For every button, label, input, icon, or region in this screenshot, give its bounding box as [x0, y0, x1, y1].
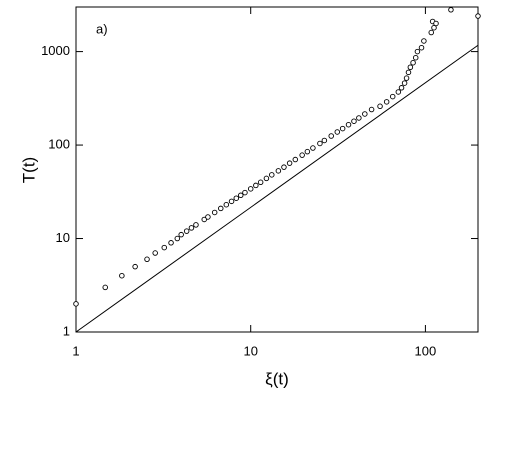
- data-point: [218, 205, 224, 212]
- data-point: [263, 175, 270, 182]
- data-point: [356, 115, 362, 121]
- data-point: [233, 195, 240, 201]
- data-point: [431, 24, 437, 31]
- data-point: [389, 93, 396, 100]
- data-point: [401, 80, 408, 86]
- data-point: [237, 192, 244, 199]
- data-point: [351, 118, 357, 124]
- data-point: [269, 172, 275, 178]
- data-point: [205, 214, 211, 220]
- data-point: [433, 20, 439, 27]
- data-point: [174, 235, 181, 242]
- data-point: [407, 64, 414, 71]
- data-point: [339, 125, 346, 132]
- data-point: [345, 121, 352, 128]
- data-point: [328, 133, 334, 139]
- plot-frame: [75, 6, 479, 333]
- data-point: [144, 256, 150, 263]
- data-point: [317, 140, 323, 147]
- data-point: [475, 13, 481, 19]
- x-tick-label: 10: [243, 343, 257, 358]
- x-tick-label: 1: [72, 343, 79, 358]
- data-point: [275, 168, 282, 174]
- y-tick-label: 1000: [41, 43, 70, 58]
- data-point: [428, 29, 434, 36]
- data-point: [168, 240, 174, 246]
- data-point: [253, 182, 259, 189]
- y-tick-label: 100: [48, 137, 70, 152]
- data-point: [398, 85, 405, 91]
- data-point: [410, 59, 416, 66]
- data-point: [418, 44, 425, 51]
- data-point: [321, 137, 328, 144]
- data-point: [102, 284, 108, 291]
- data-point: [257, 179, 264, 186]
- data-point: [412, 54, 419, 61]
- data-point: [223, 201, 230, 208]
- data-point: [228, 198, 235, 205]
- data-point: [362, 111, 368, 117]
- data-point: [119, 272, 125, 279]
- data-point: [188, 225, 195, 231]
- data-point: [304, 148, 311, 155]
- x-axis-label: ξ(t): [265, 369, 289, 388]
- data-point: [73, 301, 79, 307]
- data-point: [211, 209, 218, 216]
- data-point: [132, 263, 138, 270]
- data-point: [383, 99, 390, 105]
- data-point: [405, 69, 412, 76]
- x-tick-label: 100: [415, 343, 437, 358]
- data-point: [193, 222, 199, 228]
- data-point: [247, 186, 254, 192]
- data-point: [310, 145, 316, 151]
- data-point: [368, 106, 375, 113]
- data-point: [161, 244, 168, 251]
- y-tick-label: 1: [63, 323, 70, 338]
- data-point: [201, 216, 207, 223]
- data-point: [421, 38, 427, 44]
- annotation: a): [96, 21, 108, 36]
- reference-line: [75, 44, 479, 333]
- data-point: [377, 103, 383, 110]
- data-point: [414, 48, 421, 55]
- data-point: [178, 231, 184, 238]
- data-point: [281, 164, 287, 170]
- data-point: [292, 156, 299, 163]
- data-point: [395, 89, 402, 95]
- data-point: [448, 7, 454, 13]
- data-point: [242, 189, 248, 196]
- data-point: [183, 228, 190, 234]
- data-point: [286, 160, 293, 166]
- y-tick-label: 10: [56, 230, 70, 245]
- data-point: [152, 250, 158, 256]
- data-point: [334, 129, 341, 135]
- data-point: [403, 75, 410, 81]
- y-axis-label: T(t): [19, 157, 38, 183]
- data-point: [299, 152, 305, 158]
